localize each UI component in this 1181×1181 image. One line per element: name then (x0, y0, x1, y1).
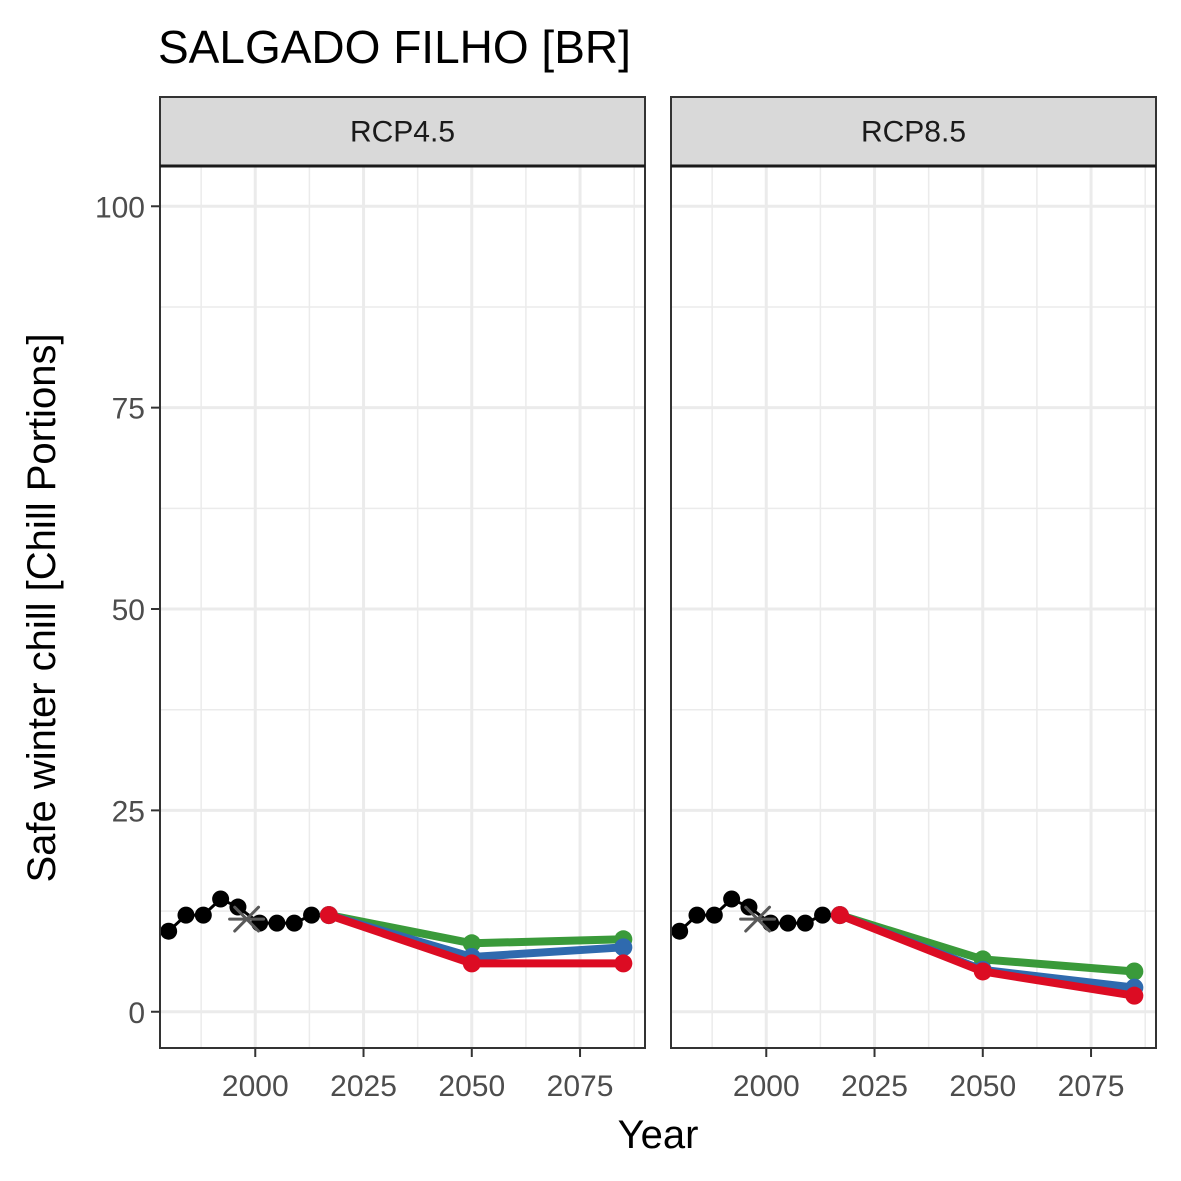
scenario-point-red (1125, 986, 1144, 1005)
historic-point (194, 906, 212, 924)
baseline-marker (228, 905, 266, 933)
historic-point (671, 922, 689, 940)
historic-point (212, 890, 230, 908)
y-tick-label: 100 (95, 191, 145, 224)
x-tick-label: 2025 (330, 1070, 397, 1103)
facet-strip-label: RCP4.5 (350, 116, 455, 149)
historic-point (303, 906, 321, 924)
scenario-point-red (462, 954, 481, 973)
x-tick-label: 2075 (547, 1070, 614, 1103)
x-tick-label: 2075 (1058, 1070, 1125, 1103)
historic-point (723, 890, 741, 908)
panel-rcp8-5: RCP8.5 2000 2025 2050 2075 (670, 96, 1157, 1103)
y-tick-label: 50 (112, 594, 145, 627)
historic-point (740, 898, 758, 916)
panel-background (671, 166, 1156, 1048)
historic-point (779, 914, 797, 932)
facet-strip (670, 96, 1157, 167)
facet-strip-label: RCP8.5 (861, 116, 966, 149)
historic-point (251, 914, 269, 932)
x-tick-label: 2000 (222, 1070, 289, 1103)
y-tick-label: 25 (112, 795, 145, 828)
scenario-point-green (1125, 962, 1144, 981)
panel-background (160, 166, 645, 1048)
scenario-point-red (319, 906, 338, 925)
x-axis-title: Year (618, 1113, 699, 1157)
x-tick-label: 2050 (438, 1070, 505, 1103)
facet-strip (159, 96, 646, 167)
scenario-point-blue (614, 938, 633, 957)
scenario-point-red (830, 906, 849, 925)
x-tick-label: 2000 (733, 1070, 800, 1103)
historic-point (160, 922, 178, 940)
scenario-point-green (462, 934, 481, 953)
y-tick-label: 0 (128, 997, 145, 1030)
panel-rcp4-5: RCP4.5 2000 2025 2050 2075 (159, 96, 646, 1103)
y-axis-title: Safe winter chill [Chill Portions] (20, 333, 64, 882)
baseline-marker-stroke (233, 905, 261, 933)
y-tick-label: 75 (112, 393, 145, 426)
historic-point (268, 914, 286, 932)
historic-point (814, 906, 832, 924)
historic-point (796, 914, 814, 932)
historic-point (285, 914, 303, 932)
historic-point (688, 906, 706, 924)
y-axis: 0 25 50 75 100 (95, 191, 160, 1030)
baseline-marker-stroke (744, 905, 772, 933)
historic-point (177, 906, 195, 924)
historic-point (762, 914, 780, 932)
scenario-point-red (614, 954, 633, 973)
facet-panels: RCP4.5 2000 2025 2050 2075 RCP8.5 2000 2025 2050… (159, 96, 1157, 1103)
x-tick-label: 2025 (841, 1070, 908, 1103)
scenario-point-red (973, 962, 992, 981)
historic-point (229, 898, 247, 916)
historic-point (705, 906, 723, 924)
x-tick-label: 2050 (949, 1070, 1016, 1103)
chart-title: SALGADO FILHO [BR] (158, 21, 631, 73)
baseline-marker (739, 905, 777, 933)
